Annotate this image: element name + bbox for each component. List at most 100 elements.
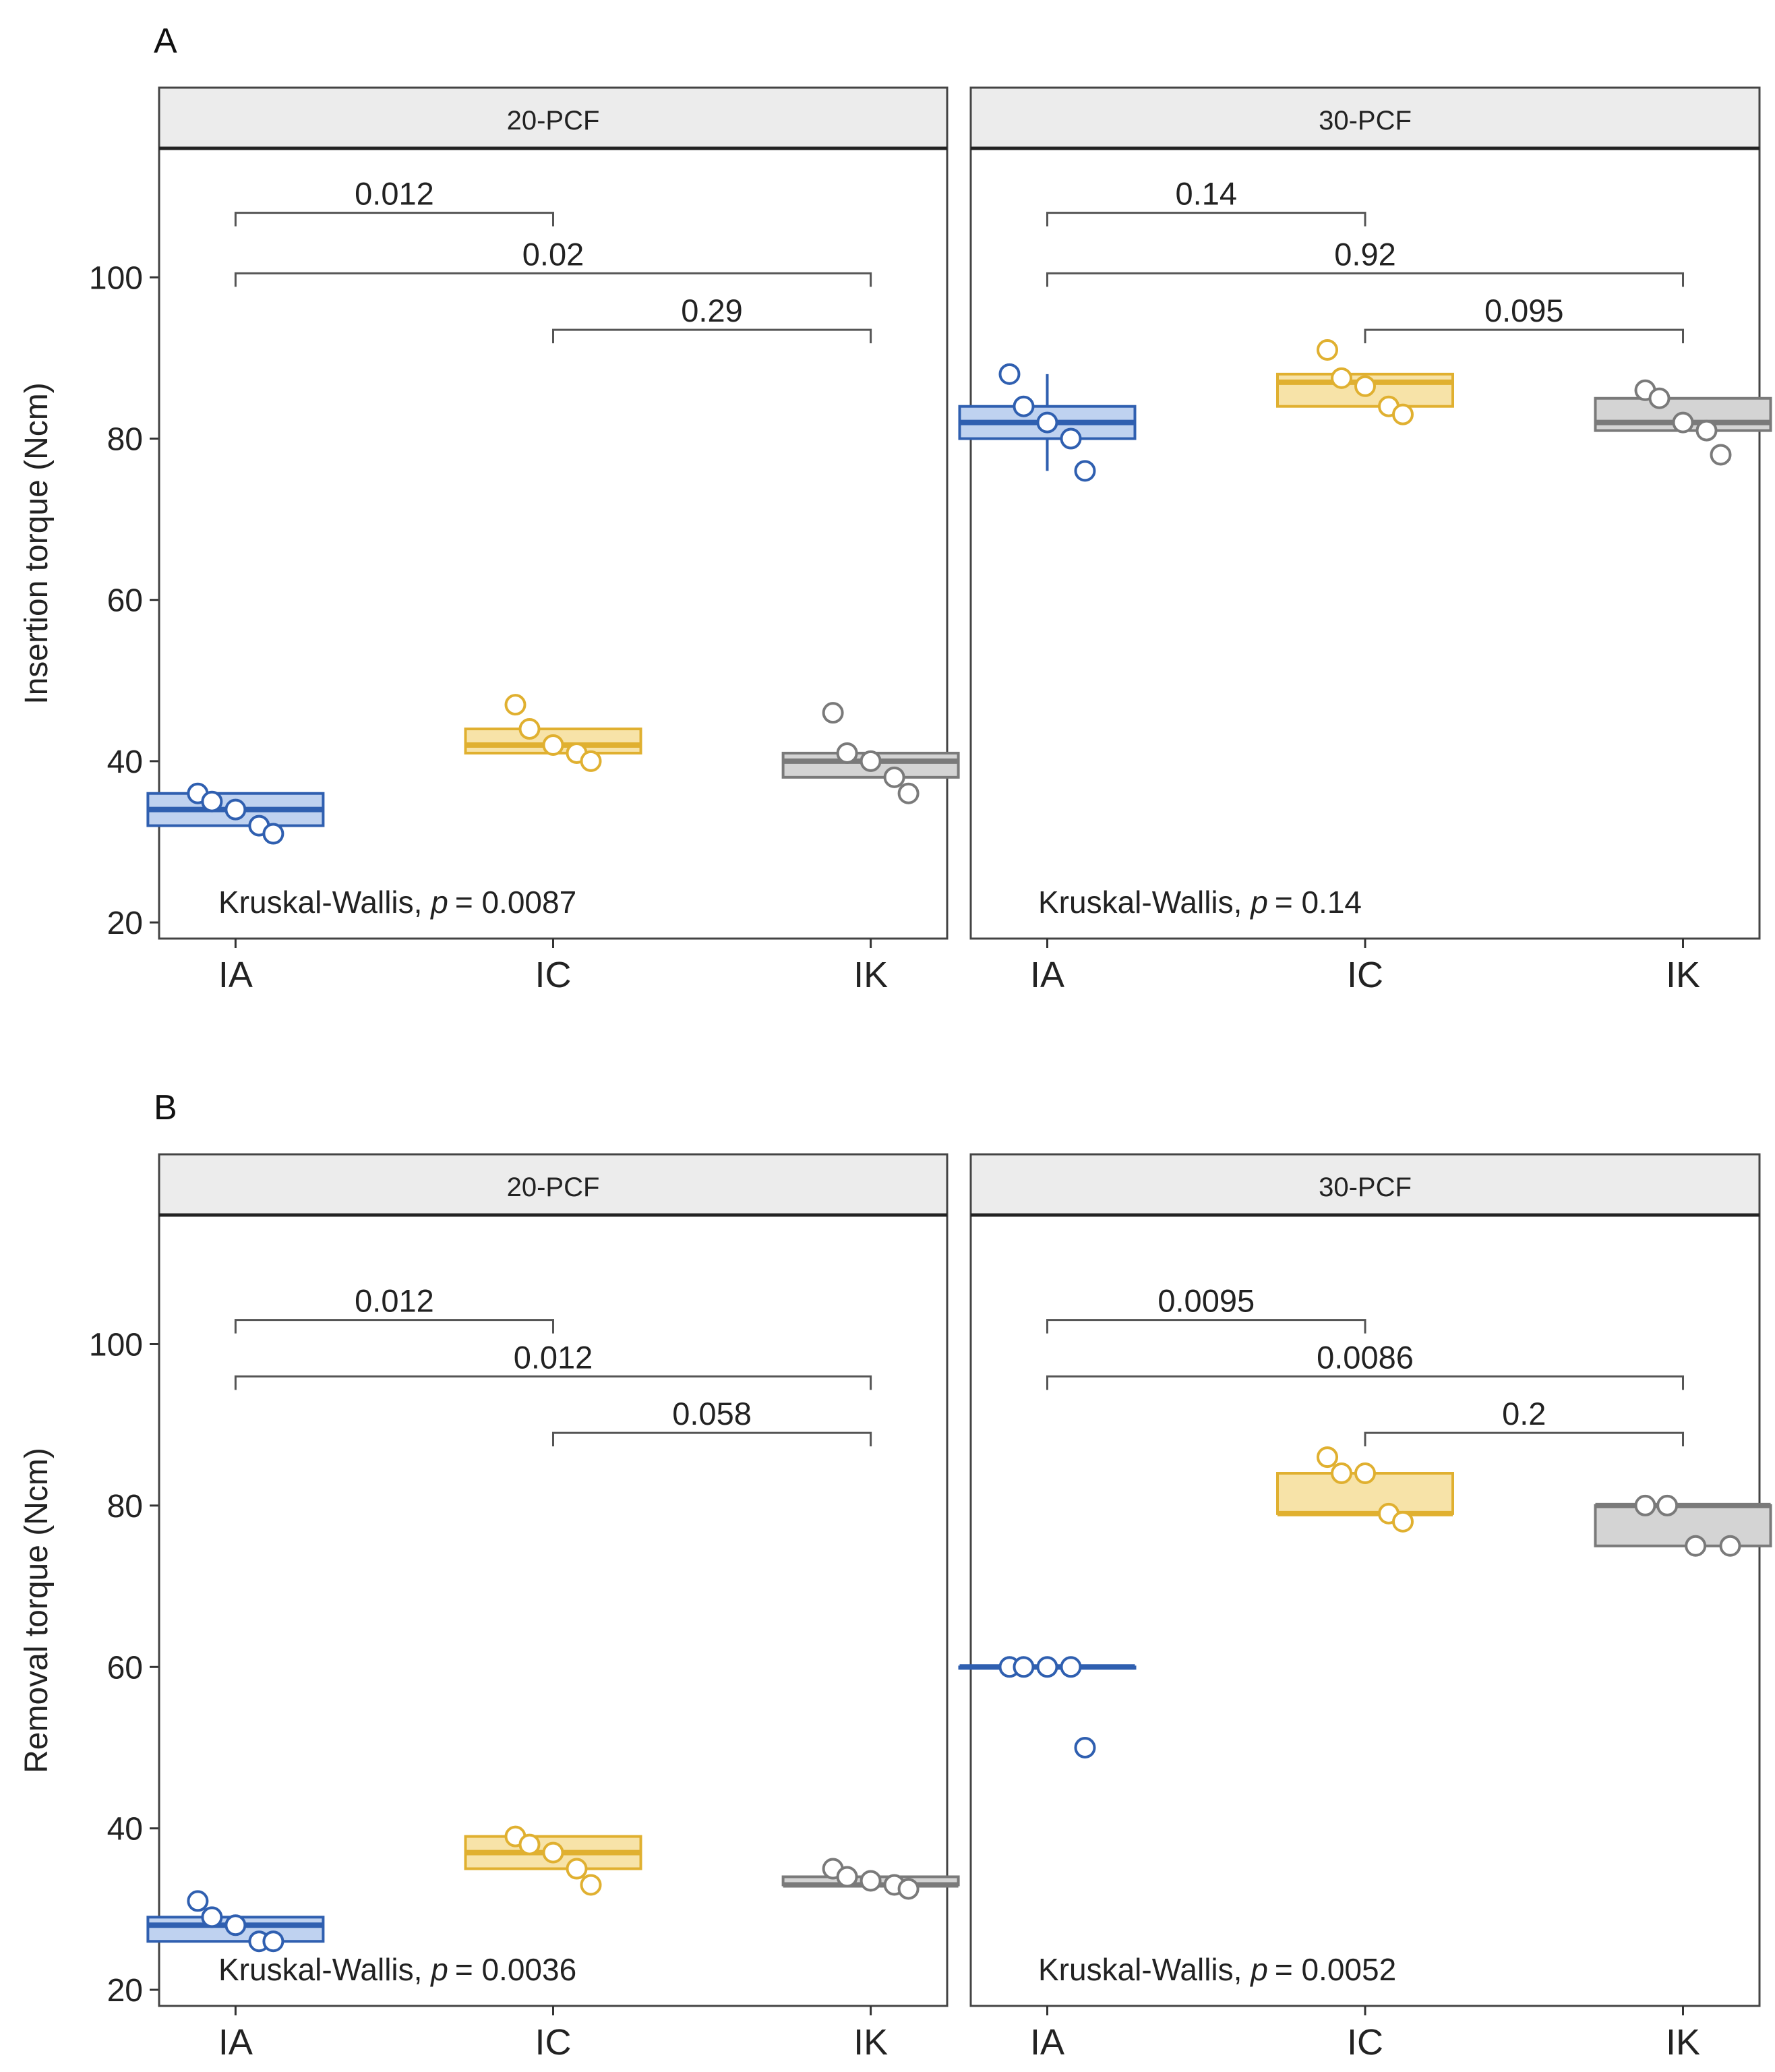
kw-p-value: = 0.0087 — [455, 885, 576, 920]
kw-p-symbol: p — [429, 1952, 448, 1987]
data-point-IA — [1036, 1656, 1058, 1678]
facet-strip — [158, 1153, 949, 1216]
kw-prefix: Kruskal-Wallis, — [1038, 885, 1251, 920]
comparison-p-value: 0.02 — [522, 236, 584, 272]
comparison-bracket — [234, 1319, 554, 1334]
data-point-IC — [518, 1833, 541, 1856]
data-point-IK — [1719, 1535, 1741, 1557]
x-tick-label: IA — [218, 955, 253, 995]
comparison-p-value: 0.29 — [681, 293, 742, 328]
y-tick-label: 20 — [107, 906, 143, 941]
data-point-IC — [1354, 1462, 1376, 1485]
y-tick-label: 60 — [107, 583, 143, 619]
data-point-IK — [883, 766, 905, 788]
box-IK — [1594, 1504, 1772, 1547]
facet-strip — [969, 86, 1761, 150]
comparison-bracket — [1364, 1431, 1685, 1447]
panel-label: B — [154, 1088, 177, 1127]
x-tick-label: IC — [1347, 955, 1383, 995]
facet-strip-label: 20-PCF — [507, 106, 600, 136]
data-point-IA — [998, 363, 1021, 385]
data-point-IA — [1060, 1656, 1082, 1678]
kw-prefix: Kruskal-Wallis, — [218, 1952, 431, 1987]
kruskal-wallis-annotation: Kruskal-Wallis, p = 0.0087 — [218, 885, 576, 920]
data-point-IA — [201, 790, 223, 812]
x-tick-label: IK — [1666, 2022, 1700, 2063]
data-point-IC — [566, 1858, 588, 1880]
data-point-IK — [1710, 444, 1732, 466]
data-point-IC — [580, 1874, 602, 1896]
data-point-IC — [1392, 403, 1414, 425]
data-point-IK — [897, 782, 920, 804]
y-axis-title: Insertion torque (Ncm) — [19, 382, 55, 705]
x-tick-label: IC — [535, 2022, 572, 2063]
data-point-IA — [1074, 460, 1096, 482]
kruskal-wallis-annotation: Kruskal-Wallis, p = 0.14 — [1038, 885, 1362, 920]
data-point-IC — [1317, 1446, 1338, 1469]
data-point-IA — [262, 823, 284, 845]
kw-prefix: Kruskal-Wallis, — [218, 885, 431, 920]
kw-p-symbol: p — [429, 885, 448, 920]
x-tick-label: IA — [218, 2022, 253, 2063]
data-point-IC — [580, 750, 602, 772]
data-point-IA — [1060, 427, 1082, 450]
y-tick-label: 40 — [107, 744, 143, 780]
data-point-IC — [1354, 375, 1376, 397]
comparison-bracket — [552, 328, 872, 344]
data-point-IK — [1634, 1494, 1656, 1516]
data-point-IK — [836, 742, 858, 764]
comparison-bracket — [1364, 328, 1685, 344]
data-point-IC — [1392, 1510, 1414, 1533]
comparison-bracket — [234, 212, 554, 227]
data-point-IK — [860, 750, 882, 772]
data-point-IA — [1013, 395, 1035, 417]
data-point-IC — [518, 718, 541, 740]
y-axis-title: Removal torque (Ncm) — [19, 1448, 55, 1773]
data-point-IA — [224, 798, 247, 821]
kruskal-wallis-annotation: Kruskal-Wallis, p = 0.0036 — [218, 1952, 576, 1987]
facet-strip — [158, 86, 949, 150]
comparison-bracket — [552, 1431, 872, 1447]
data-point-IA — [187, 1890, 209, 1912]
facet-plot-area — [969, 147, 1761, 940]
data-point-IK — [822, 702, 844, 724]
data-point-IA — [1074, 1736, 1096, 1758]
facet-plot-area — [969, 1214, 1761, 2007]
kw-prefix: Kruskal-Wallis, — [1038, 1952, 1251, 1987]
y-tick-label: 20 — [107, 1973, 143, 2009]
comparison-bracket — [1046, 1319, 1366, 1334]
facet-plot-area — [158, 1214, 949, 2007]
data-point-IK — [1648, 387, 1671, 409]
kw-p-value: = 0.0052 — [1275, 1952, 1396, 1987]
data-point-IK — [897, 1878, 920, 1900]
data-point-IK — [1695, 419, 1718, 442]
x-tick-label: IK — [853, 955, 888, 995]
x-tick-label: IA — [1030, 2022, 1064, 2063]
comparison-p-value: 0.012 — [514, 1339, 593, 1375]
comparison-p-value: 0.012 — [355, 176, 434, 212]
data-point-IA — [1036, 411, 1058, 434]
data-point-IA — [1013, 1656, 1035, 1678]
y-tick-label: 100 — [89, 260, 143, 296]
facet-strip-label: 30-PCF — [1319, 1173, 1412, 1202]
kw-p-value: = 0.14 — [1275, 885, 1362, 920]
x-tick-label: IA — [1030, 955, 1064, 995]
comparison-bracket — [234, 272, 872, 287]
x-tick-label: IK — [1666, 955, 1700, 995]
kw-p-value: = 0.0036 — [455, 1952, 576, 1987]
comparison-p-value: 0.14 — [1176, 176, 1237, 212]
data-point-IA — [201, 1906, 223, 1928]
data-point-IK — [860, 1870, 882, 1892]
y-tick-label: 80 — [107, 422, 143, 458]
data-point-IA — [224, 1914, 247, 1936]
x-tick-label: IK — [853, 2022, 888, 2063]
kw-p-symbol: p — [1249, 885, 1268, 920]
comparison-bracket — [1046, 212, 1366, 227]
data-point-IC — [1331, 367, 1352, 389]
data-point-IC — [1317, 338, 1338, 361]
comparison-p-value: 0.058 — [672, 1396, 752, 1431]
comparison-bracket — [1046, 1375, 1685, 1390]
facet-strip-label: 20-PCF — [507, 1173, 600, 1202]
comparison-bracket — [234, 1375, 872, 1390]
